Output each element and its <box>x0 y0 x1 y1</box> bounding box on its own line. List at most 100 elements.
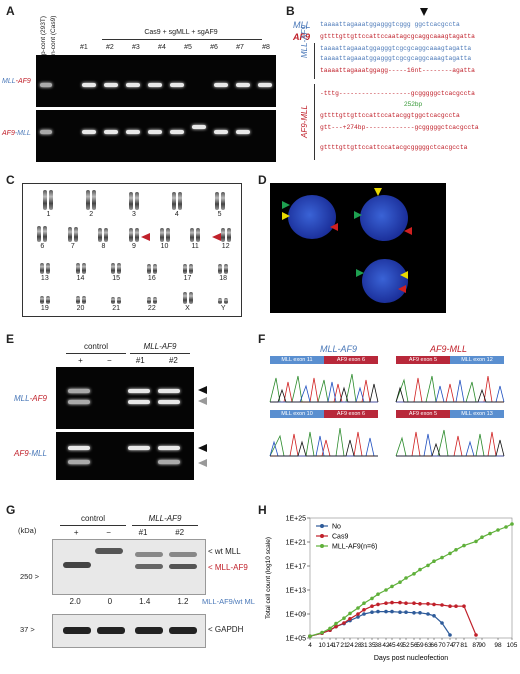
data-point <box>454 548 458 552</box>
nucleus-3 <box>362 259 408 303</box>
x-tick-label: 98 <box>494 642 502 649</box>
chromosome <box>152 264 157 274</box>
data-point <box>348 611 352 616</box>
x-axis-label: Days post nucleofection <box>374 655 448 662</box>
chromosome-label: 21 <box>112 305 121 312</box>
data-point <box>432 602 436 607</box>
data-point <box>448 604 452 608</box>
y-tick-label: 1E+09 <box>286 612 307 619</box>
fish-image <box>270 183 446 313</box>
data-point <box>390 600 394 605</box>
x-tick-label: 70 <box>438 642 446 649</box>
g-ratio-label: MLL-AF9/wt ML <box>202 597 255 606</box>
x-tick-label: 4 <box>308 642 312 649</box>
chromosome-label: 13 <box>40 275 49 282</box>
chromosome-label: 3 <box>132 211 136 218</box>
chromosome <box>135 228 139 242</box>
chromosome-label: 15 <box>112 275 121 282</box>
chromosome <box>111 297 116 304</box>
g-marker-250: 250 > <box>20 572 39 581</box>
data-point <box>404 610 408 614</box>
lane-7: #7 <box>236 44 244 51</box>
data-point <box>348 617 352 621</box>
chromosome <box>117 297 122 304</box>
ratio-minus: 0 <box>107 597 113 606</box>
e-arrow-filled-2 <box>198 444 207 452</box>
chromosome <box>224 264 229 274</box>
g-lane-labels: + − #1 #2 <box>60 528 198 537</box>
chromosome-label: 22 <box>147 305 156 312</box>
y-tick-label: 1E+17 <box>286 564 307 571</box>
x-tick-label: 63 <box>424 642 432 649</box>
g-lane-plus: + <box>73 528 79 537</box>
data-point <box>474 539 478 544</box>
chromosome <box>86 190 91 210</box>
data-point <box>342 621 346 625</box>
cut-site-arrow <box>420 8 428 16</box>
seq-mllaf9-3: taaaattagaaatggagg-----16nt--------agatt… <box>320 67 475 74</box>
chromosome <box>111 263 116 274</box>
seq-label-mllaf9: MLL-AF9 <box>300 25 309 58</box>
chromosome <box>182 264 187 274</box>
note-252bp: 252bp <box>404 101 423 108</box>
chromosome <box>188 264 193 274</box>
bracket-af9mll <box>314 84 315 160</box>
x-tick-label: 49 <box>396 642 404 649</box>
chromosome-label: X <box>185 305 190 312</box>
chromosome <box>45 296 50 304</box>
chromosome <box>81 296 86 304</box>
gel-e-top <box>56 367 194 429</box>
x-tick-label: 14 <box>326 642 334 649</box>
seq-mllaf9-2: taaaattagaaatggagggtcgcgcaggcaaagtagatta <box>320 55 472 62</box>
x-tick-label: 10 <box>318 642 326 649</box>
e-arrow-open-1 <box>198 397 207 405</box>
g-wt-label: < wt MLL <box>208 547 241 556</box>
chromosome <box>39 296 44 304</box>
chromosome <box>159 228 164 242</box>
legend-marker <box>320 544 324 548</box>
chromosome-label: 8 <box>101 243 106 250</box>
plot-area <box>309 517 513 639</box>
y-tick-label: 1E+21 <box>286 540 307 547</box>
karyotype-box: 1 2 3 4 5 6 7 8 9 10 11 12 13 14 15 16 17 18 19 20 21 22 X Y <box>22 183 242 317</box>
chromosome <box>37 226 42 242</box>
g-group-control-line <box>60 525 126 526</box>
seq-af9mll-1: -tttg-------------------gcgggggctcacgcct… <box>320 90 475 97</box>
y-axis-label: Total cell count (log10 scale) <box>265 537 272 619</box>
chromosome-label: 14 <box>76 275 85 282</box>
f-title-1: MLL-AF9 <box>320 344 358 354</box>
panel-label-c: C <box>6 173 15 187</box>
lane-3: #3 <box>132 44 140 51</box>
chromosome <box>165 228 170 242</box>
data-point <box>334 621 338 626</box>
chromosome <box>104 228 109 242</box>
lane-8: #8 <box>262 44 270 51</box>
e-lane-minus: − <box>106 356 112 365</box>
x-tick-label: 42 <box>382 642 390 649</box>
chromosome <box>75 263 80 274</box>
e-arrow-open-2 <box>198 459 207 467</box>
lane-4: #4 <box>158 44 166 51</box>
data-point <box>454 604 458 608</box>
chromosome <box>152 297 157 304</box>
panel-a-header: Cas9 + sgMLL + sgAF9 <box>144 29 218 36</box>
panel-label-h: H <box>258 503 267 517</box>
x-tick-label: 74 <box>446 642 454 649</box>
e-group-control-line <box>66 353 126 354</box>
g-group-mllaf9-line <box>132 525 198 526</box>
e-group-mllaf9: MLL-AF9 <box>143 342 177 351</box>
x-tick-label: 90 <box>478 642 486 649</box>
data-point <box>418 611 422 615</box>
data-point <box>418 567 422 572</box>
lane-6: #6 <box>210 44 218 51</box>
chromosome-label: 20 <box>76 305 85 312</box>
chromosome-label: 7 <box>70 243 75 250</box>
seq-label-af9mll: AF9-MLL <box>300 105 309 138</box>
chromosome-label: 19 <box>40 305 49 312</box>
gel-a-top-label: MLL-AF9 <box>2 78 31 85</box>
seq-label-af9: AF9 <box>293 32 311 42</box>
chromosome <box>117 263 122 274</box>
data-point <box>462 543 466 548</box>
chromosome <box>218 264 223 274</box>
